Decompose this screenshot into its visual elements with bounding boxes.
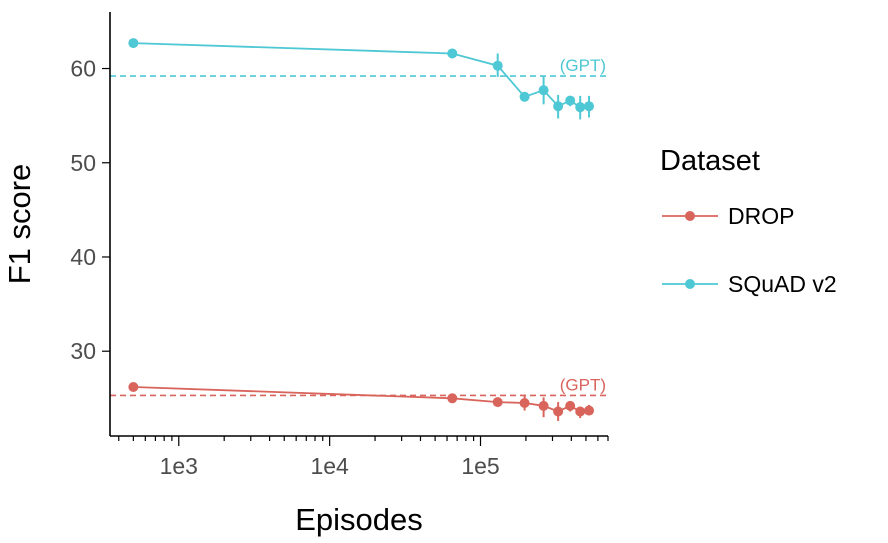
- legend-label: SQuAD v2: [728, 271, 837, 297]
- reference-lines: (GPT) (GPT): [110, 56, 608, 397]
- series-group: [128, 382, 595, 421]
- x-tick-label: 1e5: [461, 453, 499, 479]
- y-axis-title: F1 score: [2, 164, 37, 285]
- data-point: [492, 60, 503, 71]
- reference-label: (GPT): [560, 56, 606, 75]
- data-point: [584, 101, 595, 112]
- series-layer: [128, 38, 595, 421]
- legend: Dataset DROP SQuAD v2: [660, 145, 837, 297]
- data-point: [538, 85, 549, 96]
- y-axis-ticks: 30 40 50 60: [70, 56, 110, 364]
- legend-title: Dataset: [660, 145, 760, 177]
- x-tick-label: 1e4: [310, 453, 349, 479]
- y-tick-label: 60: [70, 56, 96, 82]
- data-point: [447, 48, 458, 59]
- data-point: [492, 397, 503, 408]
- data-point: [584, 405, 595, 416]
- axes: 1e3 1e4 1e5 30 40 50 60: [70, 12, 609, 479]
- data-point: [447, 393, 458, 404]
- data-point: [575, 406, 586, 417]
- legend-marker: [685, 211, 695, 221]
- x-axis-title: Episodes: [295, 502, 423, 537]
- y-tick-label: 30: [70, 338, 96, 364]
- data-point: [565, 95, 576, 106]
- data-point: [553, 101, 564, 112]
- data-point: [575, 102, 586, 113]
- y-tick-label: 50: [70, 150, 96, 176]
- legend-item: SQuAD v2: [662, 271, 837, 297]
- reference-label: (GPT): [560, 375, 606, 394]
- data-point: [519, 91, 530, 102]
- legend-items: DROP SQuAD v2: [662, 203, 837, 297]
- legend-marker: [685, 279, 695, 289]
- series-line: [133, 386, 590, 413]
- data-point: [553, 406, 564, 417]
- x-tick-label: 1e3: [160, 453, 198, 479]
- y-tick-label: 40: [70, 244, 96, 270]
- series-group: [128, 38, 595, 120]
- data-point: [128, 38, 139, 49]
- legend-item: DROP: [662, 203, 794, 229]
- data-point: [565, 400, 576, 411]
- legend-label: DROP: [728, 203, 794, 229]
- data-point: [519, 398, 530, 409]
- x-axis-ticks: 1e3 1e4 1e5: [118, 436, 609, 479]
- data-point: [128, 382, 139, 393]
- data-point: [538, 400, 549, 411]
